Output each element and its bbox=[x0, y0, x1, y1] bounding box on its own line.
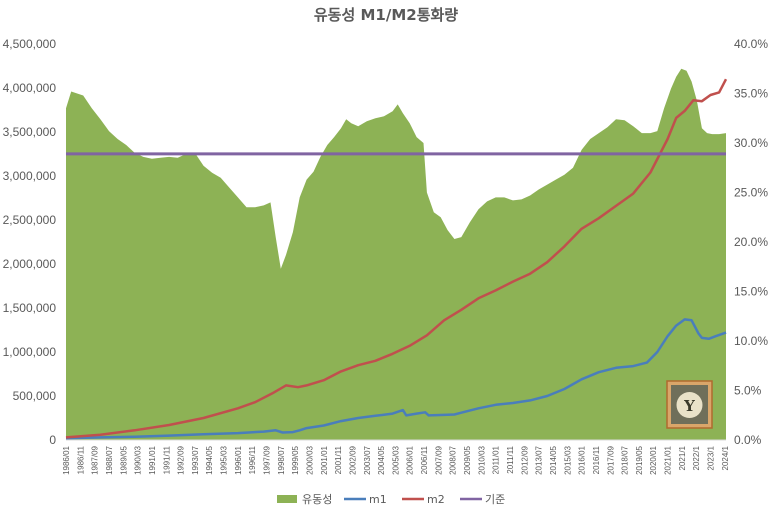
yuz-badge-icon bbox=[676, 392, 703, 418]
x-tick-label: 1990/03 bbox=[134, 445, 143, 474]
x-tick-label: 2006/01 bbox=[406, 445, 415, 474]
y-left-tick-label: 1,500,000 bbox=[3, 301, 57, 315]
x-tick-label: 2017/09 bbox=[606, 445, 615, 474]
x-tick-label: 1996/11 bbox=[248, 445, 257, 474]
x-tick-label: 2011/01 bbox=[492, 445, 501, 474]
x-tick-label: 2021/01 bbox=[664, 445, 673, 474]
y-left-tick-label: 3,500,000 bbox=[3, 125, 57, 139]
y-right-tick-label: 20.0% bbox=[734, 235, 768, 249]
x-tick-label: 2001/11 bbox=[334, 445, 343, 474]
legend: 유동성 m1 m2 기준 bbox=[277, 493, 505, 506]
x-tick-label: 2016/01 bbox=[578, 445, 587, 474]
x-tick-label: 2001/01 bbox=[320, 445, 329, 474]
x-tick-label: 2016/11 bbox=[592, 445, 601, 474]
x-tick-label: 2003/07 bbox=[363, 445, 372, 474]
x-tick-label: 2007/09 bbox=[434, 445, 443, 474]
legend-swatch bbox=[277, 495, 297, 503]
legend-label: m2 bbox=[427, 493, 445, 506]
watermark-badge: Y bbox=[666, 380, 713, 429]
x-tick-label: 2004/05 bbox=[377, 445, 386, 474]
y-right-tick-label: 5.0% bbox=[734, 384, 762, 398]
y-left-tick-label: 2,000,000 bbox=[3, 257, 57, 271]
y-right-tick-label: 25.0% bbox=[734, 186, 768, 200]
x-tick-label: 1997/09 bbox=[263, 445, 272, 474]
y-left-tick-label: 0 bbox=[49, 433, 56, 447]
y-right-tick-label: 10.0% bbox=[734, 334, 768, 348]
y-right-tick-label: 30.0% bbox=[734, 136, 768, 150]
x-tick-label: 1988/07 bbox=[105, 445, 114, 474]
y-left-tick-label: 2,500,000 bbox=[3, 213, 57, 227]
x-tick-label: 2009/05 bbox=[463, 445, 472, 474]
x-tick-label: 1992/09 bbox=[177, 445, 186, 474]
x-tick-label: 2013/07 bbox=[535, 445, 544, 474]
x-tick-label: 1991/11 bbox=[162, 445, 171, 474]
x-tick-label: 1986/11 bbox=[76, 445, 85, 474]
x-tick-label: 2018/07 bbox=[621, 445, 630, 474]
x-tick-label: 2002/09 bbox=[349, 445, 358, 474]
y-right-tick-label: 35.0% bbox=[734, 87, 768, 101]
x-tick-label: 2012/09 bbox=[520, 445, 529, 474]
legend-label: 기준 bbox=[485, 493, 505, 506]
x-tick-label: 1995/03 bbox=[220, 445, 229, 474]
y-left-tick-label: 1,000,000 bbox=[3, 345, 57, 359]
x-tick-label: 2022/1 bbox=[692, 445, 701, 470]
y-left-tick-label: 4,000,000 bbox=[3, 81, 57, 95]
plot-area bbox=[65, 68, 728, 441]
x-tick-label: 2021/1 bbox=[678, 445, 687, 470]
x-tick-label: 2023/1 bbox=[707, 445, 716, 470]
y-left-tick-label: 500,000 bbox=[13, 389, 57, 403]
y-right-tick-label: 0.0% bbox=[734, 433, 762, 447]
x-tick-label: 2014/05 bbox=[549, 445, 558, 474]
x-tick-label: 2024/1 bbox=[721, 445, 730, 470]
x-tick-label: 1993/07 bbox=[191, 445, 200, 474]
x-tick-label: 2019/05 bbox=[635, 445, 644, 474]
y-right-tick-label: 15.0% bbox=[734, 285, 768, 299]
y-right-tick-label: 40.0% bbox=[734, 37, 768, 51]
y-axis-right: 0.0% 5.0% 10.0% 15.0% 20.0% 25.0% 30.0% 35.0% 40… bbox=[734, 37, 768, 447]
x-tick-label: 1999/05 bbox=[291, 445, 300, 474]
x-tick-label: 1996/01 bbox=[234, 445, 243, 474]
x-axis: 1986/01 1986/11 1987/09 1988/07 1989/05 1990/… bbox=[62, 445, 730, 474]
series-line-m2 bbox=[65, 78, 728, 439]
x-tick-label: 2011/11 bbox=[506, 445, 515, 473]
series-line-m1 bbox=[65, 318, 727, 440]
y-left-tick-label: 4,500,000 bbox=[3, 37, 57, 51]
x-tick-label: 2020/01 bbox=[649, 445, 658, 474]
x-tick-label: 1994/05 bbox=[205, 445, 214, 474]
x-tick-label: 2008/07 bbox=[449, 445, 458, 474]
y-left-tick-label: 3,000,000 bbox=[3, 169, 57, 183]
x-tick-label: 2015/03 bbox=[563, 445, 572, 474]
x-tick-label: 1986/01 bbox=[62, 445, 71, 474]
legend-label: 유동성 bbox=[302, 493, 332, 506]
x-tick-label: 2005/03 bbox=[391, 445, 400, 474]
chart-title: 유동성 M1/M2통화량 bbox=[314, 6, 458, 24]
legend-label: m1 bbox=[369, 493, 387, 506]
x-tick-label: 2010/03 bbox=[477, 445, 486, 474]
x-tick-label: 2000/03 bbox=[306, 445, 315, 474]
x-tick-label: 2006/11 bbox=[420, 445, 429, 474]
series-area-liquidity bbox=[66, 68, 726, 441]
x-tick-label: 1987/09 bbox=[91, 445, 100, 474]
y-axis-left: 0 500,000 1,000,000 1,500,000 2,000,000 2,500… bbox=[3, 37, 57, 447]
x-tick-label: 1998/07 bbox=[277, 445, 286, 474]
badge-letter: Y bbox=[683, 397, 695, 415]
x-tick-label: 1989/05 bbox=[119, 445, 128, 474]
x-tick-label: 1991/01 bbox=[148, 445, 157, 474]
